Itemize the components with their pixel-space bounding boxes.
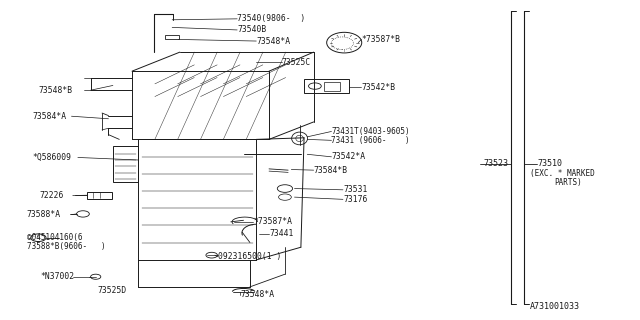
Bar [165, 35, 179, 39]
Text: 73510: 73510 [538, 159, 563, 168]
Text: 73176: 73176 [343, 195, 367, 204]
Text: 73431T(9403-9605): 73431T(9403-9605) [332, 127, 410, 136]
Text: 73540B: 73540B [237, 25, 266, 35]
Text: 73588*A: 73588*A [27, 210, 61, 219]
Text: 73525D: 73525D [97, 286, 126, 295]
Text: (EXC. * MARKED: (EXC. * MARKED [531, 169, 595, 178]
Text: ©045104160(6: ©045104160(6 [27, 233, 83, 242]
Text: 73584*A: 73584*A [32, 112, 66, 121]
Text: 73542*A: 73542*A [332, 152, 365, 161]
Text: 73540(9806-  ): 73540(9806- ) [237, 14, 305, 23]
Bar [324, 82, 340, 91]
Text: *73587*A: *73587*A [253, 217, 292, 226]
Text: 73548*B: 73548*B [38, 86, 72, 95]
Text: A731001033: A731001033 [531, 302, 580, 311]
Text: 092316500(1 ): 092316500(1 ) [218, 252, 282, 261]
Text: *N37002: *N37002 [41, 272, 75, 281]
Text: 73542*B: 73542*B [362, 83, 396, 92]
Text: PARTS): PARTS) [554, 178, 582, 187]
Text: 72226: 72226 [40, 191, 64, 200]
Bar [113, 146, 138, 182]
Text: 73548*A: 73548*A [256, 36, 291, 45]
Text: 73523: 73523 [483, 159, 508, 168]
Text: S: S [37, 235, 40, 240]
Text: 73548*A: 73548*A [241, 290, 275, 299]
Text: 73588*B(9606-   ): 73588*B(9606- ) [27, 242, 106, 251]
Bar [304, 79, 349, 93]
Text: *73587*B: *73587*B [362, 35, 401, 44]
Text: 73525C: 73525C [282, 58, 311, 67]
Text: 73441: 73441 [269, 229, 293, 238]
Text: *Q586009: *Q586009 [32, 153, 71, 162]
Text: 73584*B: 73584*B [314, 166, 348, 175]
Text: 73431 (9606-    ): 73431 (9606- ) [332, 136, 410, 145]
Bar [88, 192, 111, 199]
Text: 73531: 73531 [343, 185, 367, 194]
